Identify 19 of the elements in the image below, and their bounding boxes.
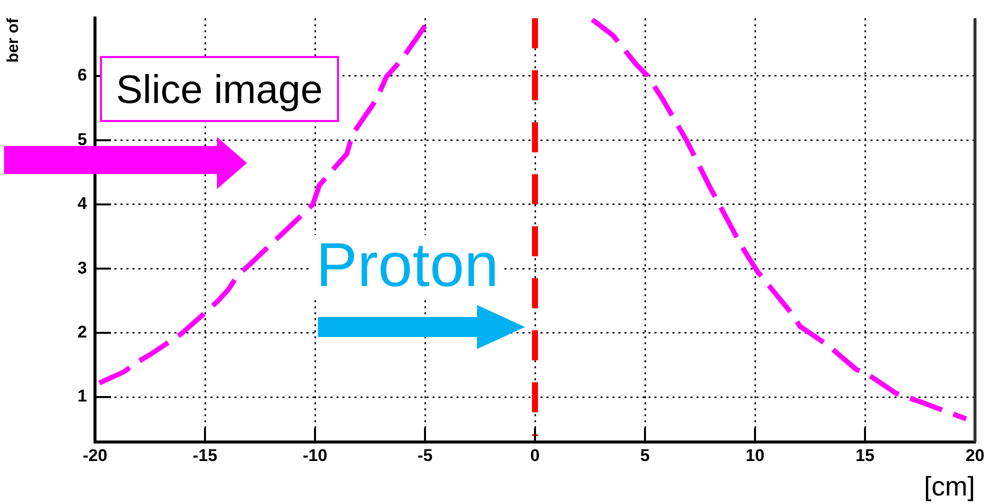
x-tick-label: 5 [640, 446, 650, 465]
x-tick-label: 10 [746, 446, 764, 465]
x-tick-label: 15 [856, 446, 874, 465]
annotation: Slice image [100, 56, 339, 122]
x-tick-label: -10 [302, 446, 328, 465]
x-tick-label: -15 [192, 446, 218, 465]
y-tick-label: 5 [78, 130, 87, 149]
x-axis-title: [cm] [924, 471, 975, 502]
y-tick-label: 3 [78, 258, 87, 278]
y-tick-label: 6 [78, 66, 87, 85]
x-tick-label: -5 [417, 446, 433, 465]
y-tick-label: 4 [78, 194, 88, 214]
y-axis-title: ber of [5, 18, 22, 63]
x-tick-label: 20 [966, 446, 984, 465]
x-tick-label: -20 [82, 446, 108, 465]
y-tick-label: 2 [78, 322, 87, 342]
x-tick-label: 0 [530, 446, 540, 465]
y-tick-label: 1 [78, 386, 87, 406]
annotation: Proton [315, 231, 500, 300]
